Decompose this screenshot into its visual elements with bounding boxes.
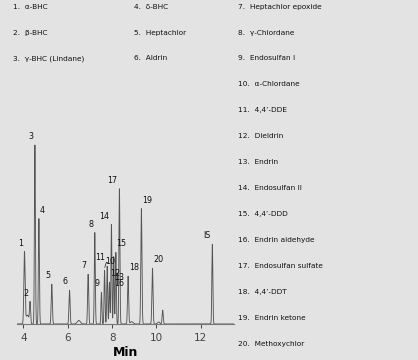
Text: 15: 15 [117,239,127,248]
Text: 9: 9 [94,279,99,288]
Text: 20: 20 [153,255,163,264]
Text: 9.  Endosulfan I: 9. Endosulfan I [238,55,296,62]
Text: 1: 1 [18,239,23,248]
Text: 11: 11 [95,253,105,262]
Text: 6.  Aldrin: 6. Aldrin [134,55,167,62]
Text: 13.  Endrin: 13. Endrin [238,159,278,165]
Text: 18.  4,4’-DDT: 18. 4,4’-DDT [238,289,287,295]
Text: 5: 5 [45,271,50,280]
Text: 13: 13 [115,273,125,282]
Text: 7.  Heptachlor epoxide: 7. Heptachlor epoxide [238,4,322,10]
Text: 4: 4 [40,206,45,215]
Text: 2: 2 [23,289,28,298]
Text: 17: 17 [107,176,117,185]
Text: 20.  Methoxychlor: 20. Methoxychlor [238,341,304,347]
Text: 2.  β-BHC: 2. β-BHC [13,30,47,36]
Text: 12.  Dieldrin: 12. Dieldrin [238,133,284,139]
Text: 8.  γ-Chlordane: 8. γ-Chlordane [238,30,295,36]
Text: 3: 3 [28,132,33,141]
Text: 16: 16 [114,279,124,288]
Text: 1.  α-BHC: 1. α-BHC [13,4,47,10]
Text: 19.  Endrin ketone: 19. Endrin ketone [238,315,306,321]
Text: 7: 7 [81,261,87,270]
Text: 14.  Endosulfan II: 14. Endosulfan II [238,185,302,191]
Text: 14: 14 [99,212,110,221]
Text: 12: 12 [110,269,120,278]
Text: 6: 6 [63,277,68,286]
Text: 5.  Heptachlor: 5. Heptachlor [134,30,186,36]
Text: 4.  δ-BHC: 4. δ-BHC [134,4,168,10]
Text: 3.  γ-BHC (Lindane): 3. γ-BHC (Lindane) [13,55,84,62]
X-axis label: Min: Min [113,346,138,359]
Text: 17.  Endosulfan sulfate: 17. Endosulfan sulfate [238,263,323,269]
Text: 18: 18 [129,263,139,272]
Text: 11.  4,4’-DDE: 11. 4,4’-DDE [238,107,287,113]
Text: 16.  Endrin aidehyde: 16. Endrin aidehyde [238,237,315,243]
Text: 19: 19 [142,196,152,205]
Text: 10.  α-Chlordane: 10. α-Chlordane [238,81,300,87]
Text: 8: 8 [88,220,93,229]
Text: IS: IS [203,231,211,240]
Text: 15.  4,4’-DDD: 15. 4,4’-DDD [238,211,288,217]
Text: 10: 10 [105,257,115,266]
